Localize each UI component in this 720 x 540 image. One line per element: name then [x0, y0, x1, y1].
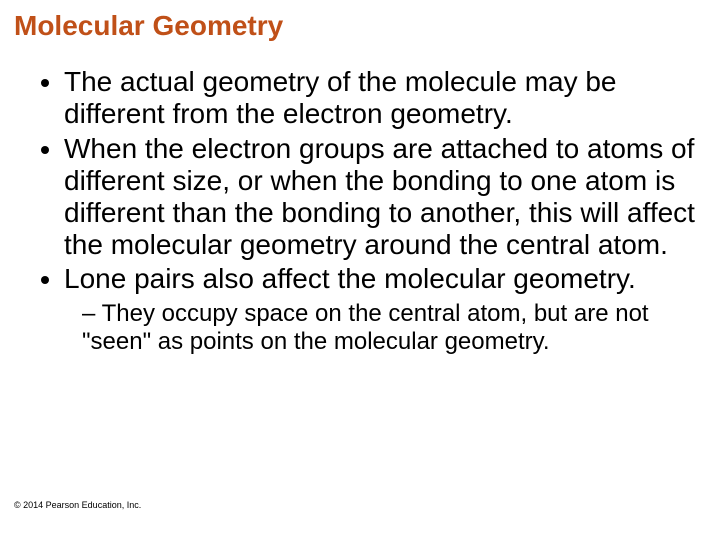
copyright: © 2014 Pearson Education, Inc. — [14, 500, 141, 510]
bullet-item: When the electron groups are attached to… — [64, 133, 706, 262]
sub-bullet-item: They occupy space on the central atom, b… — [82, 300, 706, 357]
bullet-item: The actual geometry of the molecule may … — [64, 66, 706, 130]
bullet-list: The actual geometry of the molecule may … — [14, 66, 706, 356]
sub-bullet-list: They occupy space on the central atom, b… — [64, 300, 706, 357]
bullet-item-text: Lone pairs also affect the molecular geo… — [64, 263, 636, 294]
slide-title: Molecular Geometry — [14, 10, 706, 42]
bullet-item: Lone pairs also affect the molecular geo… — [64, 263, 706, 356]
